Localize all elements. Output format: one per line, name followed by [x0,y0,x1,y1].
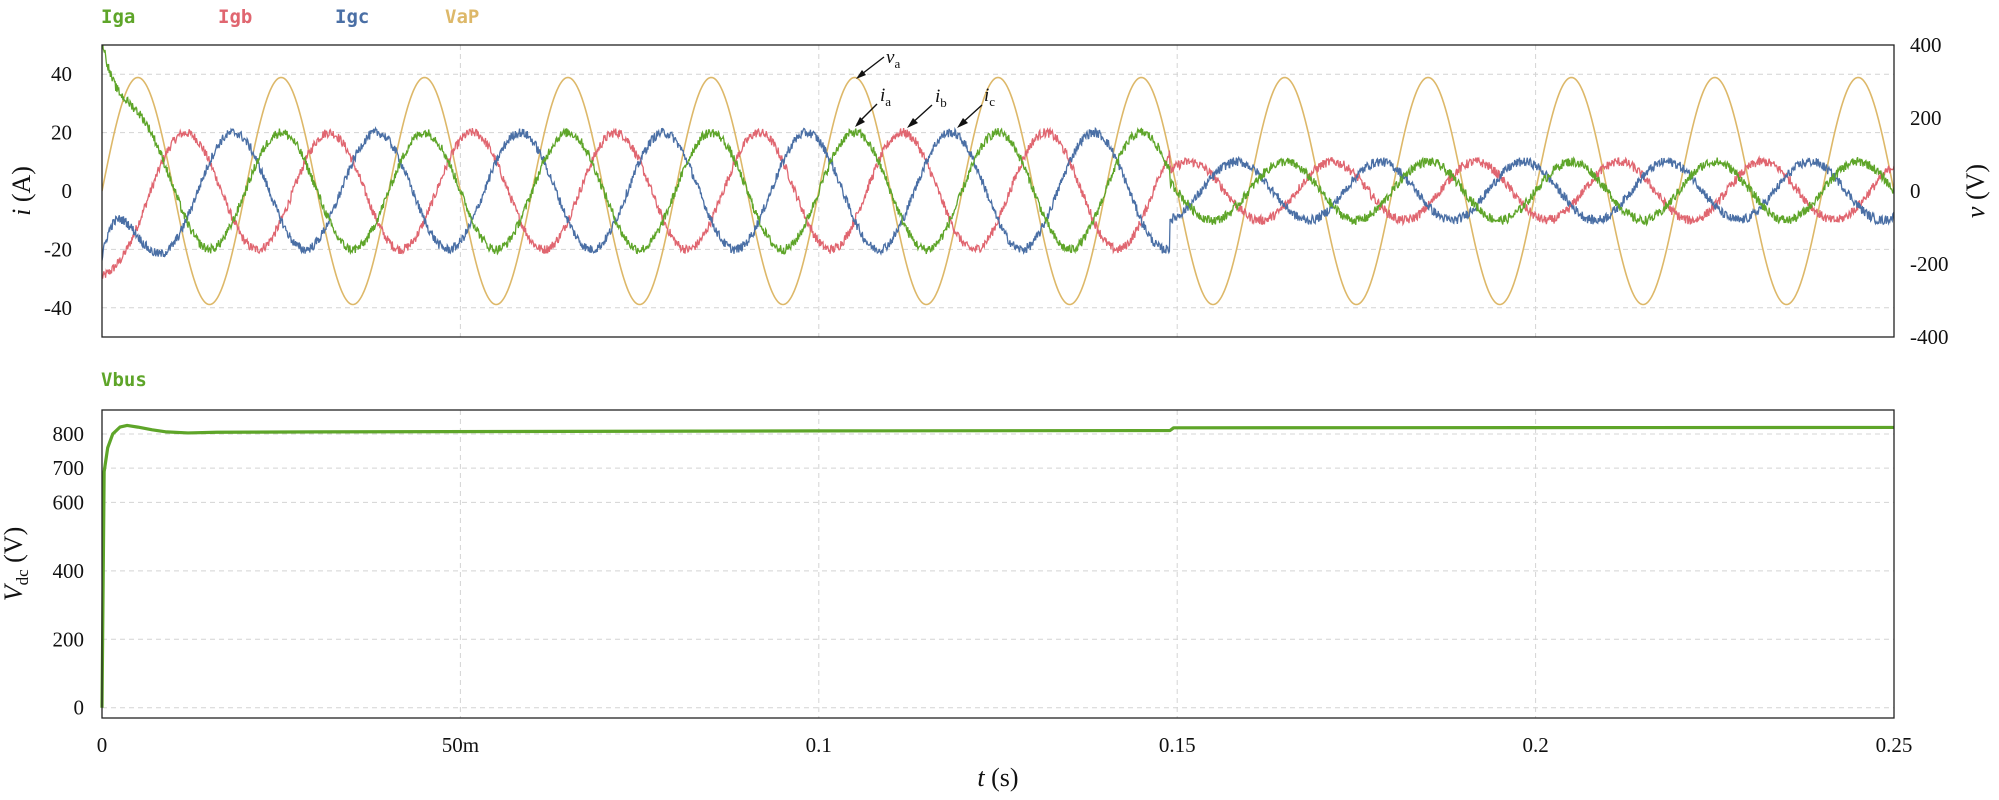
series-line-vap [102,76,1894,306]
top-right-tick-label: -200 [1910,252,1949,276]
bottom-left-ticks: 800 700 600 400 200 0 [53,422,85,720]
top-left-tick-label: -20 [44,237,72,261]
svg-text:ia: ia [880,85,891,109]
svg-text:va: va [886,47,900,71]
top-right-tick-label: 0 [1910,179,1921,203]
x-tick-label: 0.1 [806,733,832,757]
series-line-igc [102,126,1894,261]
annotation-ic: ic [957,85,995,128]
top-right-tick-label: -400 [1910,325,1949,349]
top-right-tick-label: 200 [1910,106,1942,130]
bottom-left-tick-label: 600 [53,490,85,514]
bottom-panel-grid [102,410,1894,718]
legend-iga: Iga [101,6,135,28]
legend-vbus: Vbus [101,369,147,391]
x-tick-label: 0.25 [1876,733,1913,757]
top-left-axis-label: i (A) [7,166,36,216]
bottom-left-tick-label: 400 [53,559,85,583]
top-left-tick-label: 0 [62,179,73,203]
legend-igc: Igc [335,6,369,28]
x-tick-label: 0 [97,733,108,757]
svg-text:ic: ic [984,85,995,109]
bottom-left-tick-label: 800 [53,422,85,446]
bottom-left-axis-label: Vdc (V) [0,527,32,602]
x-tick-label: 50m [442,733,479,757]
legend-vap: VaP [445,6,479,28]
annotation-ia: ia [855,85,891,127]
annotation-ib: ib [907,86,947,128]
x-axis-ticks: 0 50m 0.1 0.15 0.2 0.25 [97,733,1913,757]
x-tick-label: 0.2 [1522,733,1548,757]
series-line-vbus [100,423,1895,708]
x-axis-label: t (s) [977,763,1018,792]
top-left-ticks: 40 20 0 -20 -40 [44,62,72,320]
top-left-tick-label: -40 [44,296,72,320]
top-panel-grid [102,45,1894,337]
series-line-igb [102,126,1894,279]
top-panel-series [102,45,1894,306]
top-left-tick-label: 40 [51,62,72,86]
bottom-panel-frame [101,409,1895,719]
top-panel-frame [101,44,1895,338]
series-line-iga [102,45,1894,256]
legend-igb: Igb [218,6,252,28]
svg-text:ib: ib [935,86,947,110]
bottom-left-tick-label: 0 [74,696,85,720]
top-right-ticks: 400 200 0 -200 -400 [1910,33,1949,349]
top-right-axis-label: v (V) [1961,164,1990,218]
bottom-panel-series [100,423,1895,708]
top-right-tick-label: 400 [1910,33,1942,57]
bottom-left-tick-label: 700 [53,456,85,480]
x-tick-label: 0.15 [1159,733,1196,757]
bottom-left-tick-label: 200 [53,627,85,651]
top-left-tick-label: 20 [51,121,72,145]
